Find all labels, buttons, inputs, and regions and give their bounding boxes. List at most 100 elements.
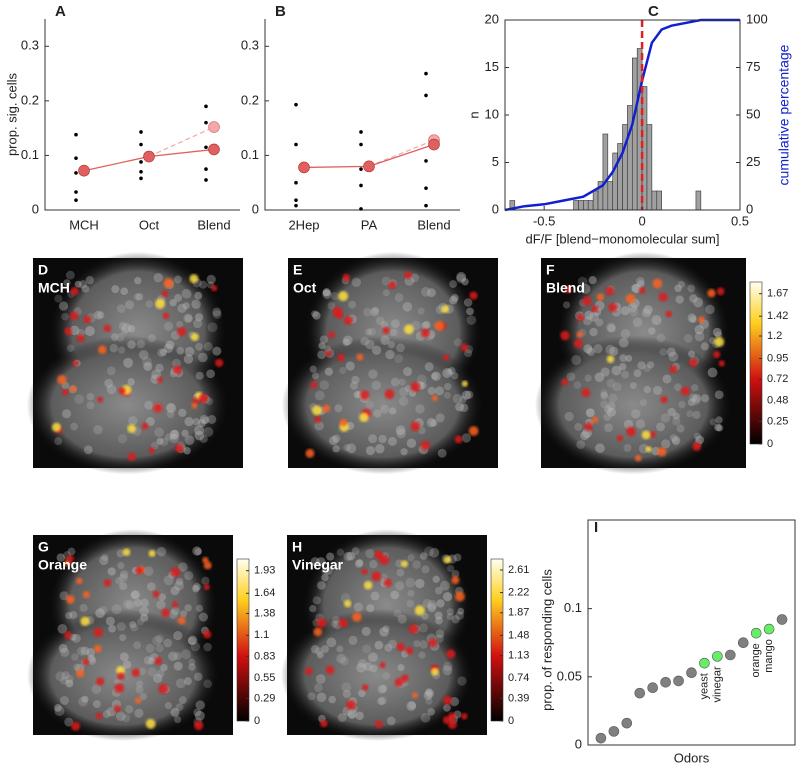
cell xyxy=(609,346,619,356)
active-cell xyxy=(177,616,186,625)
cell xyxy=(435,629,445,639)
cell xyxy=(418,426,426,435)
cell xyxy=(182,302,190,310)
cell xyxy=(194,313,204,322)
active-cell xyxy=(410,421,421,432)
odor-point xyxy=(673,675,684,687)
cell xyxy=(120,328,128,336)
cell xyxy=(342,689,352,699)
cell xyxy=(584,374,592,382)
panel-letter: D xyxy=(38,262,48,278)
cell-point xyxy=(294,180,298,185)
cell xyxy=(390,590,400,600)
cell xyxy=(576,440,586,450)
cell xyxy=(450,294,459,302)
cell xyxy=(683,333,693,343)
active-cell xyxy=(76,334,85,343)
colorbar-tick-label: 0.95 xyxy=(767,352,788,364)
cell xyxy=(420,287,431,297)
cell xyxy=(619,362,627,371)
cell xyxy=(353,390,362,399)
colorbar-tick-label: 1.42 xyxy=(767,310,788,322)
cell xyxy=(607,401,616,411)
odor-point xyxy=(660,676,671,688)
active-cell xyxy=(203,584,210,591)
active-cell xyxy=(591,305,599,313)
cell xyxy=(425,689,434,698)
cell xyxy=(78,696,88,707)
cell xyxy=(57,623,68,634)
cell xyxy=(397,614,407,624)
cell xyxy=(93,310,103,320)
cell xyxy=(176,346,185,355)
cell xyxy=(194,425,205,436)
active-cell xyxy=(70,287,79,296)
active-cell xyxy=(692,442,702,451)
active-cell xyxy=(582,296,592,306)
cell xyxy=(317,580,326,590)
cell xyxy=(371,380,381,390)
cell xyxy=(203,679,213,689)
active-cell xyxy=(584,422,593,431)
cell xyxy=(368,652,378,663)
cell xyxy=(327,301,336,310)
cell xyxy=(144,400,154,410)
active-cell xyxy=(344,600,352,608)
cell xyxy=(676,424,685,433)
cell xyxy=(170,606,180,616)
cell xyxy=(136,618,144,626)
colorbar-tick-label: 0.29 xyxy=(254,692,275,704)
odor-point xyxy=(621,717,633,729)
cell xyxy=(671,435,681,445)
cell xyxy=(93,424,103,435)
cell xyxy=(84,326,95,337)
active-cell xyxy=(314,416,321,423)
active-cell xyxy=(80,616,90,626)
cell xyxy=(442,591,453,602)
cell xyxy=(175,577,184,586)
cell xyxy=(156,600,166,610)
cell xyxy=(346,551,356,561)
cell xyxy=(714,390,724,400)
cell xyxy=(643,364,652,373)
cell xyxy=(117,562,125,570)
active-cell xyxy=(95,712,103,720)
cell xyxy=(195,371,204,380)
cell xyxy=(195,604,204,613)
active-cell xyxy=(394,677,404,687)
odor-label: orange xyxy=(750,643,762,677)
cell-point xyxy=(424,186,428,190)
cell xyxy=(174,580,184,591)
cell xyxy=(122,599,132,609)
active-cell xyxy=(697,316,705,324)
cell xyxy=(387,436,397,446)
active-cell xyxy=(310,381,318,389)
cell xyxy=(419,640,428,649)
active-cell xyxy=(388,281,397,290)
cell xyxy=(637,361,646,370)
odor-point xyxy=(608,726,620,737)
cell xyxy=(61,312,69,321)
cell-point xyxy=(424,159,428,163)
cell xyxy=(446,612,454,621)
active-cell xyxy=(158,683,169,694)
cell xyxy=(193,319,203,329)
cell xyxy=(701,394,710,403)
active-cell xyxy=(64,631,72,639)
cell xyxy=(176,321,184,329)
cell-point xyxy=(359,130,363,134)
cell xyxy=(111,285,120,294)
cell xyxy=(453,553,462,562)
cell xyxy=(659,348,667,356)
colorbar-tick-label: 0 xyxy=(254,715,260,727)
cell xyxy=(368,369,378,379)
cell xyxy=(398,386,409,397)
cell xyxy=(165,402,175,412)
cell-point xyxy=(139,176,143,181)
cell xyxy=(117,346,126,354)
cell xyxy=(378,627,389,637)
cell xyxy=(415,404,425,414)
cell xyxy=(155,363,164,373)
cell xyxy=(451,615,460,624)
active-cell xyxy=(361,568,368,575)
